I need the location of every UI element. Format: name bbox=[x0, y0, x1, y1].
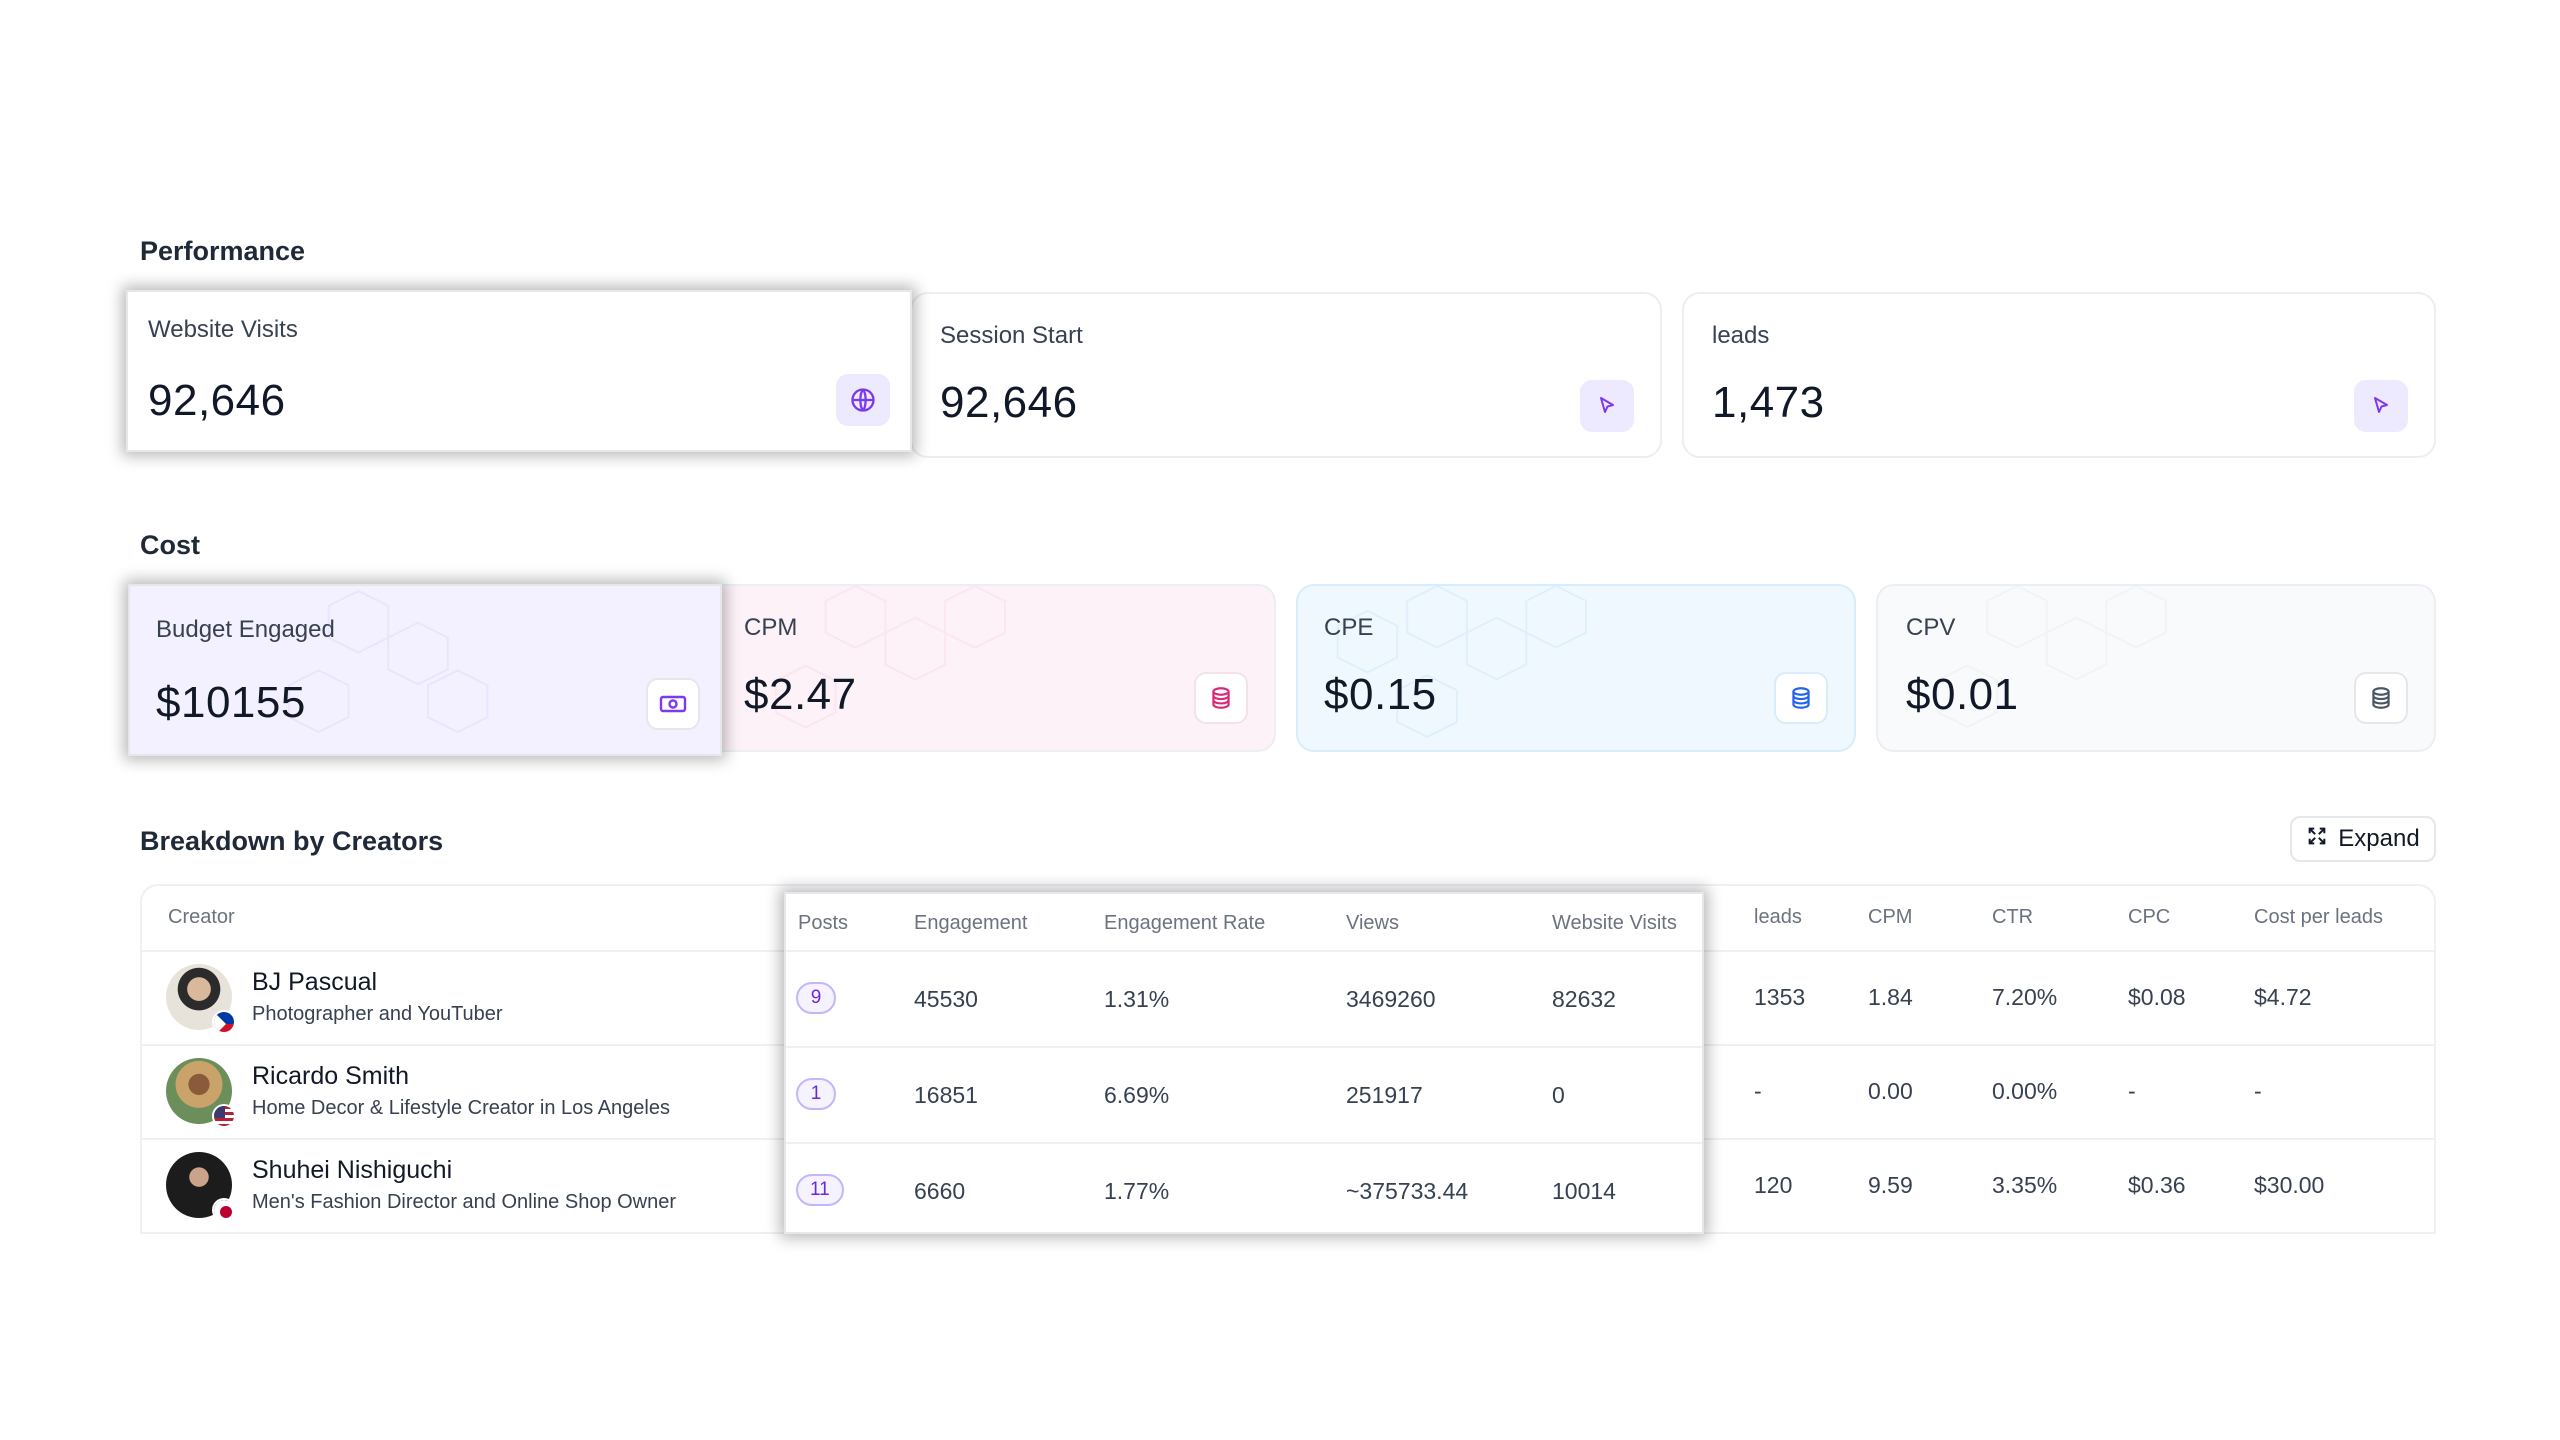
header-ctr[interactable]: CTR bbox=[1992, 906, 2034, 928]
header-engagement-rate[interactable]: Engagement Rate bbox=[1104, 912, 1266, 934]
cash-icon bbox=[646, 678, 700, 730]
cpe-card[interactable]: CPE $0.15 bbox=[1296, 584, 1856, 752]
leads-cell: 120 bbox=[1754, 1172, 1793, 1198]
creator-name[interactable]: Ricardo Smith bbox=[252, 1062, 409, 1090]
header-website-visits[interactable]: Website Visits bbox=[1552, 912, 1677, 934]
card-label: leads bbox=[1712, 322, 1770, 349]
website-visits-card[interactable]: Website Visits 92,646 bbox=[126, 290, 912, 452]
card-value: 92,646 bbox=[940, 378, 1078, 427]
posts-count-badge[interactable]: 1 bbox=[796, 1078, 836, 1110]
performance-section-title: Performance bbox=[140, 236, 306, 266]
header-posts[interactable]: Posts bbox=[798, 912, 849, 934]
budget-engaged-card[interactable]: Budget Engaged $10155 bbox=[128, 584, 722, 756]
card-value: $0.01 bbox=[1906, 670, 2019, 719]
highlighted-columns-panel: Posts Engagement Engagement Rate Views W… bbox=[784, 892, 1704, 1234]
creator-description: Home Decor & Lifestyle Creator in Los An… bbox=[252, 1097, 670, 1119]
expand-icon bbox=[2306, 825, 2328, 854]
header-engagement[interactable]: Engagement bbox=[914, 912, 1028, 934]
cpv-card[interactable]: CPV $0.01 bbox=[1876, 584, 2436, 752]
divider bbox=[786, 950, 1702, 952]
globe-icon bbox=[836, 374, 890, 426]
cost-section-title: Cost bbox=[140, 530, 200, 560]
leads-card[interactable]: leads 1,473 bbox=[1682, 292, 2436, 458]
header-cpm[interactable]: CPM bbox=[1868, 906, 1913, 928]
avatar bbox=[166, 1152, 236, 1222]
card-value: $2.47 bbox=[744, 670, 857, 719]
posts-count-badge[interactable]: 11 bbox=[796, 1174, 844, 1206]
expand-button[interactable]: Expand bbox=[2290, 816, 2436, 862]
ctr-cell: 0.00% bbox=[1992, 1078, 2058, 1104]
coins-icon bbox=[1194, 672, 1248, 724]
card-label: CPV bbox=[1906, 614, 1956, 641]
cpc-cell: $0.36 bbox=[2128, 1172, 2186, 1198]
divider bbox=[786, 1142, 1702, 1144]
header-cost-per-leads[interactable]: Cost per leads bbox=[2254, 906, 2383, 928]
ctr-cell: 7.20% bbox=[1992, 984, 2058, 1010]
cursor-icon bbox=[2354, 380, 2408, 432]
card-value: $0.15 bbox=[1324, 670, 1437, 719]
engagement-rate-cell: 1.31% bbox=[1104, 986, 1170, 1012]
card-label: Session Start bbox=[940, 322, 1083, 349]
breakdown-section-title: Breakdown by Creators bbox=[140, 826, 444, 856]
avatar bbox=[166, 1058, 236, 1128]
header-creator[interactable]: Creator bbox=[168, 906, 235, 928]
cpc-cell: - bbox=[2128, 1078, 2136, 1104]
card-label: CPM bbox=[744, 614, 798, 641]
card-label: Budget Engaged bbox=[156, 616, 335, 643]
philippines-flag-icon bbox=[212, 1010, 236, 1034]
expand-label: Expand bbox=[2338, 825, 2420, 852]
creator-name[interactable]: Shuhei Nishiguchi bbox=[252, 1156, 453, 1184]
card-label: Website Visits bbox=[148, 316, 298, 343]
engagement-cell: 6660 bbox=[914, 1178, 966, 1204]
website-visits-cell: 0 bbox=[1552, 1082, 1565, 1108]
japan-flag-icon bbox=[212, 1198, 236, 1222]
divider bbox=[786, 1046, 1702, 1048]
website-visits-cell: 10014 bbox=[1552, 1178, 1616, 1204]
card-label: CPE bbox=[1324, 614, 1374, 641]
header-views[interactable]: Views bbox=[1346, 912, 1399, 934]
engagement-cell: 45530 bbox=[914, 986, 978, 1012]
cursor-icon bbox=[1580, 380, 1634, 432]
creator-name[interactable]: BJ Pascual bbox=[252, 968, 378, 996]
leads-cell: 1353 bbox=[1754, 984, 1806, 1010]
leads-cell: - bbox=[1754, 1078, 1762, 1104]
creator-description: Photographer and YouTuber bbox=[252, 1003, 503, 1025]
creator-description: Men's Fashion Director and Online Shop O… bbox=[252, 1191, 677, 1213]
views-cell: 3469260 bbox=[1346, 986, 1436, 1012]
cost-per-leads-cell: $4.72 bbox=[2254, 984, 2312, 1010]
views-cell: ~375733.44 bbox=[1346, 1178, 1469, 1204]
cpm-cell: 0.00 bbox=[1868, 1078, 1913, 1104]
engagement-rate-cell: 6.69% bbox=[1104, 1082, 1170, 1108]
coins-icon bbox=[1774, 672, 1828, 724]
engagement-rate-cell: 1.77% bbox=[1104, 1178, 1170, 1204]
cpm-cell: 9.59 bbox=[1868, 1172, 1913, 1198]
views-cell: 251917 bbox=[1346, 1082, 1423, 1108]
table-row[interactable]: BJ Pascual Photographer and YouTuber bbox=[166, 964, 503, 1034]
table-row[interactable]: Shuhei Nishiguchi Men's Fashion Director… bbox=[166, 1152, 677, 1222]
card-value: $10155 bbox=[156, 678, 306, 727]
table-row[interactable]: Ricardo Smith Home Decor & Lifestyle Cre… bbox=[166, 1058, 670, 1128]
session-start-card[interactable]: Session Start 92,646 bbox=[910, 292, 1662, 458]
header-leads[interactable]: leads bbox=[1754, 906, 1802, 928]
cost-per-leads-cell: - bbox=[2254, 1078, 2262, 1104]
header-cpc[interactable]: CPC bbox=[2128, 906, 2171, 928]
cpm-card[interactable]: CPM $2.47 bbox=[716, 584, 1276, 752]
usa-flag-icon bbox=[212, 1104, 236, 1128]
engagement-cell: 16851 bbox=[914, 1082, 978, 1108]
avatar bbox=[166, 964, 236, 1034]
cpm-cell: 1.84 bbox=[1868, 984, 1913, 1010]
card-value: 1,473 bbox=[1712, 378, 1825, 427]
cpc-cell: $0.08 bbox=[2128, 984, 2186, 1010]
coins-icon bbox=[2354, 672, 2408, 724]
ctr-cell: 3.35% bbox=[1992, 1172, 2058, 1198]
cost-per-leads-cell: $30.00 bbox=[2254, 1172, 2325, 1198]
website-visits-cell: 82632 bbox=[1552, 986, 1616, 1012]
posts-count-badge[interactable]: 9 bbox=[796, 982, 836, 1014]
card-value: 92,646 bbox=[148, 376, 286, 425]
